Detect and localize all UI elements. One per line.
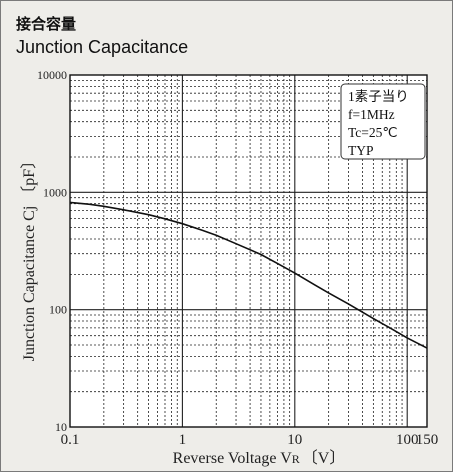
x-tick-label: 10: [287, 432, 302, 448]
chart-title-japanese: 接合容量: [16, 15, 77, 33]
legend-box: 1素子当り f=1MHz Tc=25℃ TYP: [340, 83, 426, 160]
x-axis-label-text: Reverse Voltage V: [173, 450, 293, 467]
x-tick-label: 1: [179, 432, 187, 448]
x-axis-label: Reverse Voltage VR 〔V〕: [173, 449, 346, 467]
legend-line-temperature: Tc=25℃: [348, 125, 398, 140]
y-tick-label: 10000: [37, 68, 67, 82]
y-tick-label: 1000: [43, 185, 67, 199]
x-tick-label: 0.1: [61, 432, 80, 448]
y-tick-label: 100: [49, 303, 67, 317]
legend-line-element: 1素子当り: [348, 89, 409, 104]
capacitance-curve: [69, 201, 428, 349]
x-axis-label-unit: 〔V〕: [302, 449, 346, 467]
y-axis-label: Junction Capacitance Cj 〔pF〕: [20, 153, 38, 361]
x-axis-label-subscript: R: [292, 452, 300, 466]
x-tick-label: 150: [416, 432, 439, 448]
plot-area-frame: [69, 74, 428, 428]
legend-line-frequency: f=1MHz: [348, 107, 395, 122]
x-tick-label: 100: [396, 432, 419, 448]
y-tick-labels: 10 100 1000 10000: [37, 68, 67, 434]
y-tick-label: 10: [55, 420, 67, 434]
legend-line-typ: TYP: [348, 143, 374, 158]
chart-title-english: Junction Capacitance: [16, 37, 189, 57]
